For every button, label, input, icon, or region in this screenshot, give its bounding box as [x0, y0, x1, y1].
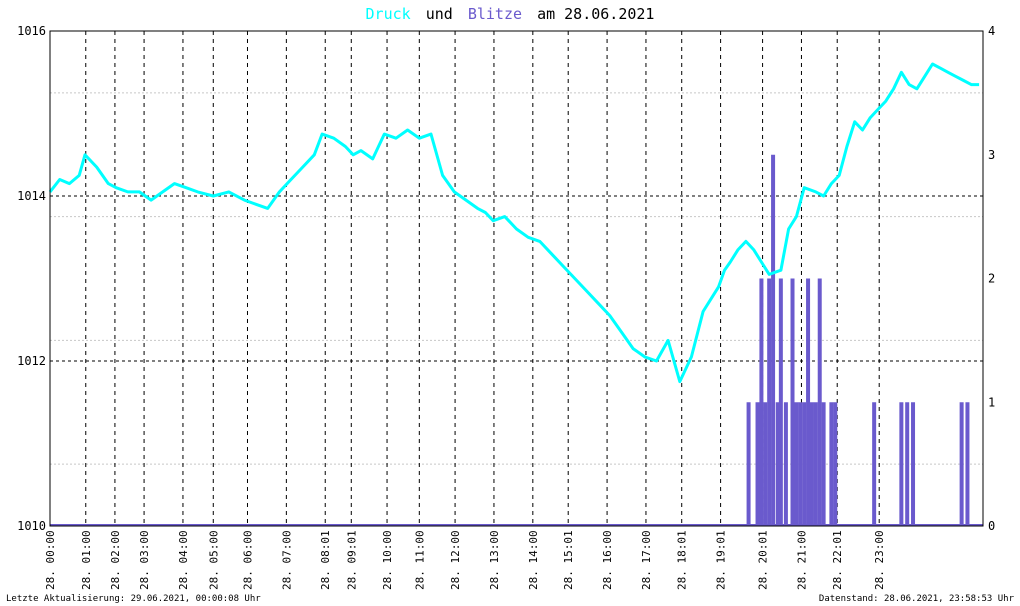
x-tick-label: 28. 20:01	[757, 530, 770, 590]
y-left-tick-label: 1010	[17, 519, 46, 533]
footer-data-status: Datenstand: 28.06.2021, 23:58:53 Uhr	[819, 594, 1015, 604]
lightning-bar	[911, 402, 916, 526]
chart-title: Druck und Blitze am 28.06.2021	[366, 5, 655, 23]
x-tick-label: 28. 04:00	[177, 530, 190, 590]
lightning-series	[50, 154, 983, 526]
title-date: am 28.06.2021	[537, 5, 654, 23]
lightning-bar	[767, 278, 772, 526]
lightning-bar	[809, 402, 814, 526]
x-tick-label: 28. 22:01	[831, 530, 844, 590]
title-druck: Druck	[366, 5, 411, 23]
y-left-tick-label: 1012	[17, 354, 46, 368]
y-right-tick-label: 1	[988, 395, 995, 409]
lightning-bar	[746, 402, 751, 526]
title-blitze: Blitze	[468, 5, 522, 23]
lightning-bar	[763, 402, 768, 526]
x-tick-label: 28. 16:00	[601, 530, 614, 590]
x-tick-label: 28. 17:00	[640, 530, 653, 590]
lightning-bar	[965, 402, 970, 526]
x-tick-label: 28. 08:01	[319, 530, 332, 590]
grid	[49, 30, 983, 527]
pressure-line	[48, 62, 980, 384]
x-tick-label: 28. 14:00	[527, 530, 540, 590]
x-tick-label: 28. 10:00	[381, 530, 394, 590]
plot-frame	[49, 30, 984, 527]
lightning-bar	[783, 402, 788, 526]
lightning-bar	[821, 402, 826, 526]
x-tick-label: 28. 19:01	[715, 530, 728, 590]
x-tick-label: 28. 01:00	[80, 530, 93, 590]
lightning-bar	[755, 402, 760, 526]
lightning-bar	[905, 402, 910, 526]
lightning-bar	[778, 278, 783, 526]
y-right-tick-label: 2	[988, 272, 995, 286]
x-tick-label: 28. 02:00	[109, 530, 122, 590]
x-tick-label: 28. 23:00	[873, 530, 886, 590]
lightning-bar	[959, 402, 964, 526]
x-tick-label: 28. 05:00	[207, 530, 220, 590]
plot-border	[49, 30, 984, 527]
footer-last-update: Letzte Aktualisierung: 29.06.2021, 00:00…	[6, 594, 261, 604]
x-tick-label: 28. 12:00	[449, 530, 462, 590]
x-tick-label: 28. 09:01	[345, 530, 358, 590]
pressure-series	[48, 62, 980, 384]
lightning-bar	[833, 402, 838, 526]
x-tick-label: 28. 11:00	[413, 530, 426, 590]
y-axis-right: 0 1 2 3 4	[988, 24, 995, 533]
lightning-bar	[817, 278, 822, 526]
lightning-bar	[872, 402, 877, 526]
x-tick-label: 28. 13:00	[488, 530, 501, 590]
lightning-bar	[802, 402, 807, 526]
y-right-tick-label: 4	[988, 24, 995, 38]
x-tick-label: 28. 03:00	[138, 530, 151, 590]
y-left-tick-label: 1016	[17, 24, 46, 38]
lightning-bar	[790, 278, 795, 526]
lightning-bar	[794, 402, 799, 526]
x-tick-label: 28. 21:00	[795, 530, 808, 590]
x-tick-label: 28. 06:00	[241, 530, 254, 590]
x-tick-label: 28. 07:00	[280, 530, 293, 590]
y-right-tick-label: 0	[988, 519, 995, 533]
lightning-bar	[775, 402, 780, 526]
lightning-bar	[829, 402, 834, 526]
x-tick-label: 28. 00:00	[44, 530, 57, 590]
x-tick-label: 28. 15:01	[562, 530, 575, 590]
lightning-bar	[771, 154, 776, 526]
lightning-bar	[899, 402, 904, 526]
y-axis-left: 1010 1012 1014 1016	[17, 24, 46, 533]
lightning-bar	[806, 278, 811, 526]
x-axis: 28. 00:00 28. 01:00 28. 02:00 28. 03:00 28. …	[44, 530, 886, 590]
x-tick-label: 28. 18:01	[676, 530, 689, 590]
lightning-bar	[798, 402, 803, 526]
lightning-bar	[813, 402, 818, 526]
lightning-bar	[759, 278, 764, 526]
y-left-tick-label: 1014	[17, 189, 46, 203]
y-right-tick-label: 3	[988, 148, 995, 162]
title-und: und	[426, 5, 453, 23]
